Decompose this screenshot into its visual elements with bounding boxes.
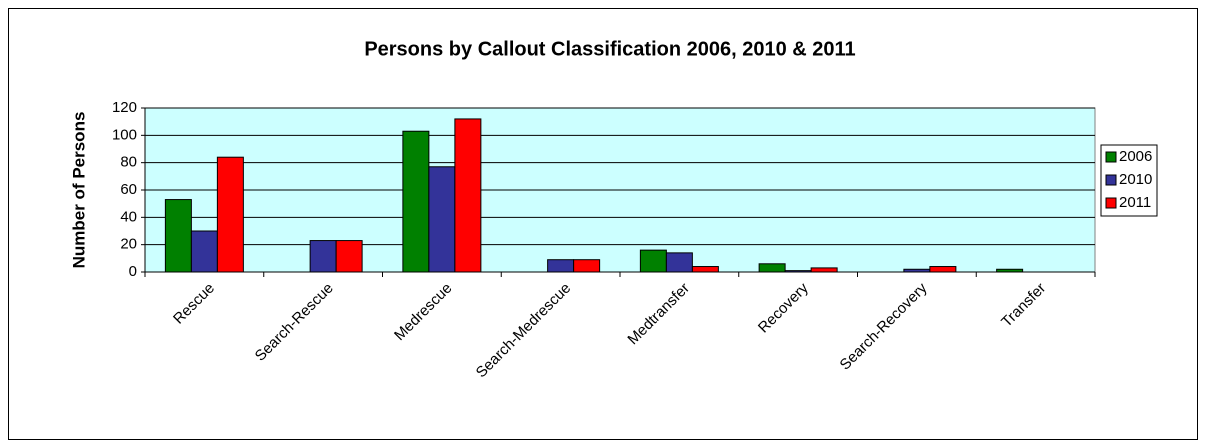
y-axis-label: Number of Persons: [69, 112, 88, 269]
bar: [547, 259, 575, 273]
bar: [929, 266, 957, 273]
legend-swatch: [1105, 151, 1117, 163]
legend-label: 2010: [1119, 171, 1152, 188]
legend-swatch: [1105, 197, 1117, 209]
bar: [190, 230, 218, 273]
y-tick-label: 100: [112, 126, 137, 143]
bar: [164, 199, 192, 273]
chart-title: Persons by Callout Classification 2006, …: [364, 38, 855, 60]
y-tick-label: 60: [120, 181, 137, 198]
bar: [996, 268, 1024, 273]
bar: [665, 252, 693, 273]
bar: [216, 156, 244, 273]
y-tick-label: 40: [120, 208, 137, 225]
bar: [402, 130, 430, 273]
bar: [454, 118, 482, 273]
bar: [784, 270, 812, 273]
bar: [335, 240, 363, 273]
y-tick-label: 20: [120, 236, 137, 253]
y-tick-label: 0: [129, 263, 137, 280]
legend-label: 2011: [1119, 194, 1151, 211]
legend-label: 2006: [1119, 148, 1152, 165]
bar: [639, 249, 667, 273]
y-tick-label: 80: [120, 154, 137, 171]
bar: [573, 259, 601, 273]
bar: [428, 166, 456, 273]
bar: [758, 263, 786, 273]
y-tick-label: 120: [112, 99, 137, 116]
bar: [810, 267, 838, 273]
legend-swatch: [1105, 174, 1117, 186]
bar: [309, 240, 337, 273]
bar: [903, 268, 931, 273]
bar: [691, 266, 719, 273]
